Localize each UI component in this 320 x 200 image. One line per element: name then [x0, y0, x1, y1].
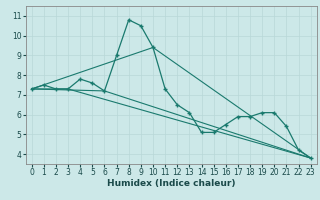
X-axis label: Humidex (Indice chaleur): Humidex (Indice chaleur) [107, 179, 236, 188]
